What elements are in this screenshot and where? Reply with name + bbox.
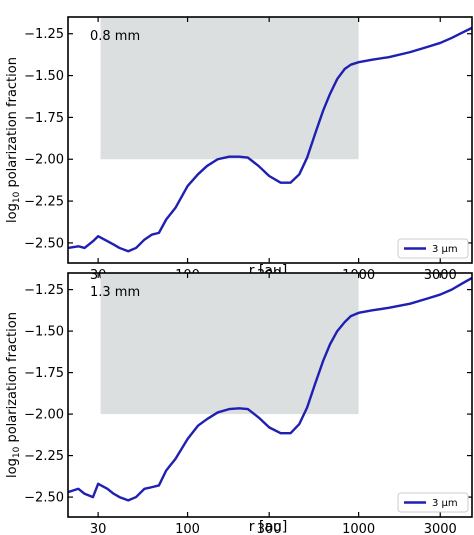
y-tick-label: −2.00 — [24, 408, 64, 423]
x-axis-label: r [au] — [249, 519, 288, 535]
y-axis-label: log10 polarization fraction — [5, 57, 22, 223]
legend-box — [397, 238, 469, 259]
legend-label: 3 μm — [432, 244, 458, 255]
y-tick-label: −1.25 — [24, 283, 64, 298]
axes-frame — [67, 272, 473, 518]
y-tick-label: −2.25 — [24, 195, 64, 210]
x-tick-label: 100 — [175, 522, 200, 535]
chart-panel-2: −1.25 −1.50 −1.75 −2.00 −2.25 −2.50 30 100 300 10… — [5, 272, 473, 535]
panel-label: 1.3 mm — [90, 285, 140, 300]
x-tick-label: 300 — [257, 522, 282, 535]
y-axis-label: log10 polarization fraction — [5, 312, 22, 478]
series-line-1 — [68, 26, 472, 253]
chart-panel-1: −1.25−1.50−1.75−2.00−2.25−2.503010030010… — [5, 16, 473, 283]
y-tick-label: −2.00 — [24, 153, 64, 168]
y-tick-label: −1.75 — [24, 111, 64, 126]
legend-label: 3 μm — [432, 498, 458, 509]
y-tick-label: −2.25 — [24, 449, 64, 464]
series-line-1 — [68, 276, 472, 502]
legend-box — [397, 492, 469, 513]
y-tick-label: −2.50 — [24, 236, 64, 251]
shaded-region — [100, 273, 359, 415]
y-tick-label: −1.25 — [24, 27, 64, 42]
y-tick-label: −2.50 — [24, 491, 64, 506]
x-tick-label: 3000 — [424, 522, 457, 535]
panel-label: 0.8 mm — [90, 29, 140, 44]
y-tick-label: −1.75 — [24, 366, 64, 381]
legend: 3 μm — [397, 238, 469, 259]
axes-frame — [67, 16, 473, 264]
x-tick-label: 30 — [90, 522, 107, 535]
y-tick-label: −1.50 — [24, 69, 64, 84]
legend: 3 μm — [397, 492, 469, 513]
x-tick-label: 1000 — [342, 522, 375, 535]
y-tick-label: −1.50 — [24, 325, 64, 340]
